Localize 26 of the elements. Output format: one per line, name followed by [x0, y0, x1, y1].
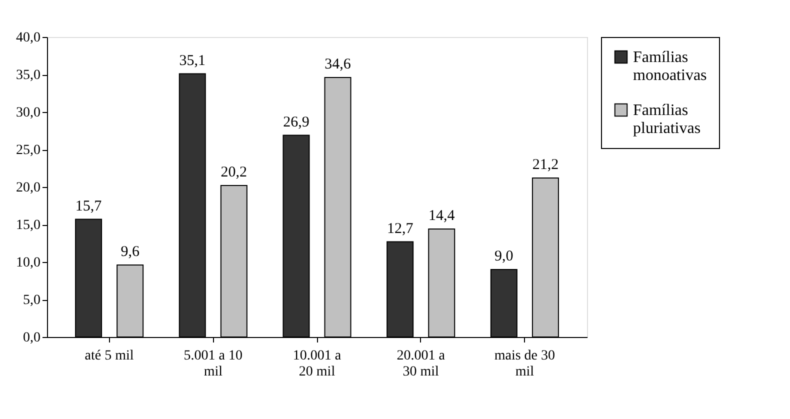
y-tick-label: 5,0: [23, 293, 40, 308]
legend-label: Famílias pluriativas: [633, 102, 701, 137]
legend-label: Famílias monoativas: [633, 49, 707, 84]
y-tick-label: 35,0: [16, 68, 40, 83]
y-tick-label: 15,0: [16, 218, 40, 233]
data-label: 26,9: [283, 114, 310, 130]
y-tick-label: 25,0: [16, 143, 40, 158]
data-label: 15,7: [75, 198, 102, 214]
y-tick-label: 10,0: [16, 256, 40, 270]
y-tick-label: 30,0: [16, 106, 40, 120]
data-label: 9,6: [120, 244, 140, 260]
data-label: 12,7: [386, 220, 414, 237]
x-tick-label: 10.001 a 20 mil: [292, 348, 342, 380]
x-tick-label: até 5 mil: [84, 348, 134, 364]
x-tick-label: 5.001 a 10 mil: [184, 348, 243, 380]
data-label: 9,0: [494, 248, 514, 264]
x-tick-label: mais de 30 mil: [494, 348, 556, 380]
data-label: 14,4: [428, 208, 456, 224]
y-tick-label: 20,0: [16, 180, 40, 196]
data-label: 20,2: [220, 164, 248, 180]
data-label: 34,6: [324, 56, 352, 72]
y-tick-label: 40,0: [16, 30, 40, 46]
y-tick-label: 0,0: [23, 330, 40, 346]
data-label: 35,1: [179, 52, 206, 69]
x-tick-label: 20.001 a 30 mil: [396, 348, 446, 380]
data-label: 21,2: [532, 157, 559, 173]
